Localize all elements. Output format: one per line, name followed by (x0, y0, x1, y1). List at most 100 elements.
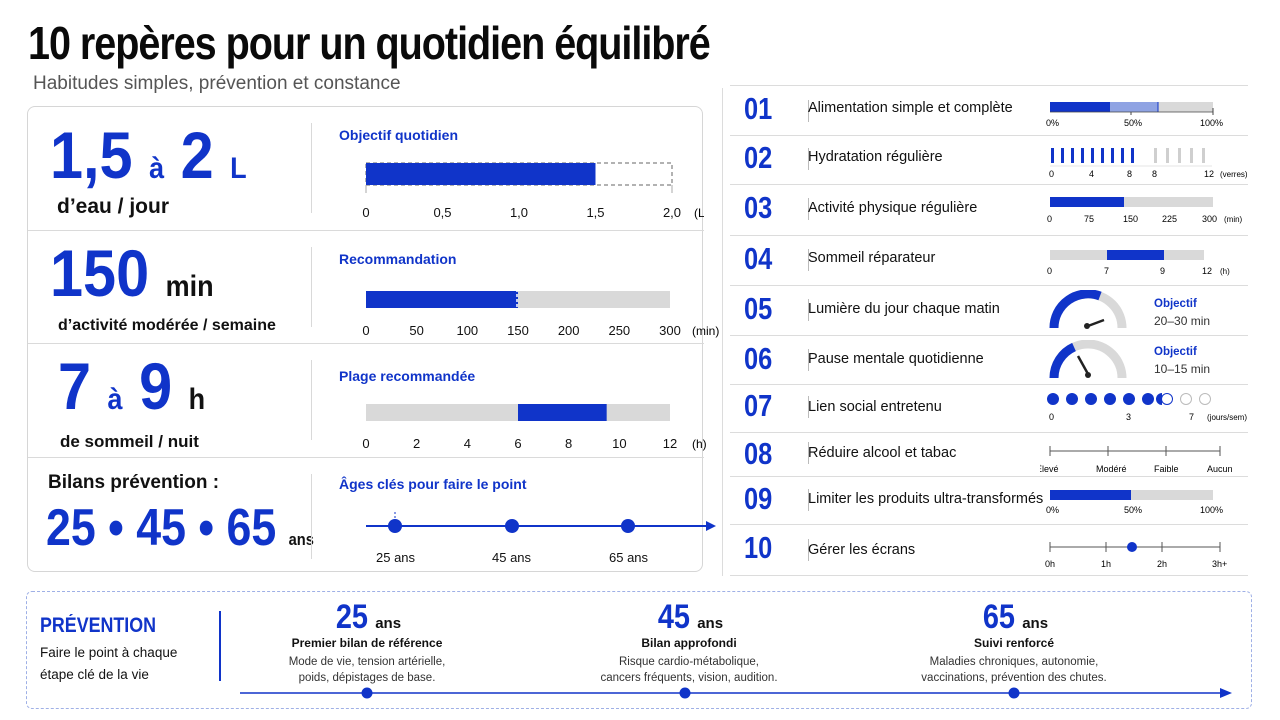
prevention-timeline (240, 687, 1232, 699)
sleep-ticks: 0 2 4 6 8 10 12 (h) (362, 436, 706, 451)
nutrition-gauge: 0% 50% 100% (1046, 102, 1223, 128)
key-figures-panel: 1,5 à 2 L d’eau / jour Objectif quotidie… (27, 106, 719, 572)
sleep-chart: 0 2 4 6 8 10 12 (h) (362, 404, 707, 451)
row-divider (730, 575, 1248, 576)
tick-label: 100% (1200, 505, 1223, 515)
row-divider (28, 457, 704, 458)
water-bar (366, 163, 596, 185)
divider (311, 474, 312, 559)
item-number: 04 (744, 241, 773, 276)
item-number: 06 (744, 341, 773, 376)
unit-label: (verres) (1220, 170, 1248, 179)
tick-label: 3 (1126, 412, 1131, 422)
tick-label: 12 (663, 436, 677, 451)
divider (808, 198, 809, 220)
processed-food-gauge: 0% 50% 100% (1046, 490, 1223, 515)
checkup-point-label: 25 ans (376, 550, 416, 565)
tick-label: 6 (514, 436, 521, 451)
unit-label: (h) (692, 437, 707, 451)
sleep-range-bar (518, 404, 607, 421)
sleep-chart-label: Plage recommandée (339, 368, 476, 384)
prevention-panel (26, 591, 1252, 709)
item-number: 07 (744, 388, 773, 423)
list-item: 06 Pause mentale quotidienne Objectif 10… (722, 336, 1248, 385)
tick-label: 2 (413, 436, 420, 451)
page-title: 10 repères pour un quotidien équilibré (28, 17, 711, 69)
tick-label: 150 (507, 323, 529, 338)
checkups-values: 25 • 45 • 65 ans (46, 499, 314, 557)
divider (311, 123, 312, 213)
list-item: 05 Lumière du jour chaque matin Objectif… (722, 286, 1248, 336)
item-label: Alimentation simple et complète (808, 100, 1013, 116)
tick-label: 50 (409, 323, 423, 338)
hydration-glasses: 0 4 8 8 12 (verres) (1049, 148, 1248, 179)
tick-label: 0 (362, 323, 369, 338)
tick-label: 3h+ (1212, 559, 1227, 569)
tick-label: 12 (1204, 169, 1214, 179)
goal-label: Objectif (1154, 298, 1197, 310)
tick-label: Élevé (1040, 464, 1059, 474)
tick-label: 1,5 (586, 205, 604, 220)
tick-label: 8 (1127, 169, 1132, 179)
item-label: Pause mentale quotidienne (808, 351, 984, 367)
divider (808, 249, 809, 271)
tick-label: 1h (1101, 559, 1111, 569)
goal-label: Objectif (1154, 346, 1197, 358)
item-label: Activité physique régulière (808, 200, 978, 216)
row-divider (730, 285, 1248, 286)
unit-label: (L) (694, 206, 704, 220)
tick-label: 200 (558, 323, 580, 338)
social-days-dots: 0 3 7 (jours/sem) (1047, 393, 1247, 422)
arrow-head-icon (706, 521, 716, 531)
row-divider (730, 432, 1248, 433)
scale-marker (1127, 542, 1137, 552)
tick-label: 0 (1047, 214, 1052, 224)
milestone-45: 45 ans Bilan approfondi Risque cardio-mé… (600, 598, 778, 684)
prevention-divider (219, 611, 221, 681)
unit-label: (min) (692, 324, 719, 338)
tick-label: 225 (1162, 214, 1177, 224)
divider (808, 100, 809, 122)
goal-value: 20–30 min (1154, 314, 1211, 328)
list-item: 07 Lien social entretenu 0 3 7 (jours/se… (722, 385, 1248, 432)
row-divider (730, 384, 1248, 385)
row-divider (730, 235, 1248, 236)
tick-label: 50% (1124, 505, 1142, 515)
water-chart-label: Objectif quotidien (339, 127, 458, 143)
item-number: 10 (744, 530, 773, 565)
list-item: 01 Alimentation simple et complète 0% 50… (722, 86, 1248, 135)
sleep-caption: de sommeil / nuit (60, 432, 199, 451)
tick-label: 10 (612, 436, 626, 451)
tick-label: 0 (1047, 266, 1052, 276)
row-divider (730, 85, 1248, 86)
page-subtitle: Habitudes simples, prévention et constan… (33, 73, 401, 94)
activity-bar (366, 291, 518, 308)
divider (808, 539, 809, 561)
item-number: 09 (744, 481, 773, 516)
tick-label: 4 (464, 436, 471, 451)
tick-label: Aucun (1207, 464, 1233, 474)
ten-markers-list: 01 Alimentation simple et complète 0% 50… (722, 85, 1254, 576)
tick-label: 7 (1189, 412, 1194, 422)
item-number: 08 (744, 436, 773, 471)
goal-value: 10–15 min (1154, 362, 1211, 376)
water-chart: 0 0,5 1,0 1,5 2,0 (L) (362, 162, 704, 220)
item-number: 01 (744, 91, 773, 126)
tick-label: 2,0 (663, 205, 681, 220)
divider (808, 396, 809, 418)
timeline-point (679, 687, 691, 699)
list-item: 10 Gérer les écrans 0h 1h 2h 3h+ (722, 525, 1248, 575)
divider (808, 148, 809, 170)
prevention-title: PRÉVENTION (40, 614, 157, 637)
timeline-point (505, 519, 519, 533)
tick-label: Faible (1154, 464, 1179, 474)
tick-label: 100 (456, 323, 478, 338)
tick-label: 1,0 (510, 205, 528, 220)
water-caption: d’eau / jour (57, 195, 170, 218)
tick-label: 150 (1123, 214, 1138, 224)
divider (311, 360, 312, 440)
row-divider (730, 135, 1248, 136)
timeline-point (388, 519, 402, 533)
item-number: 03 (744, 190, 773, 225)
divider (808, 489, 809, 511)
